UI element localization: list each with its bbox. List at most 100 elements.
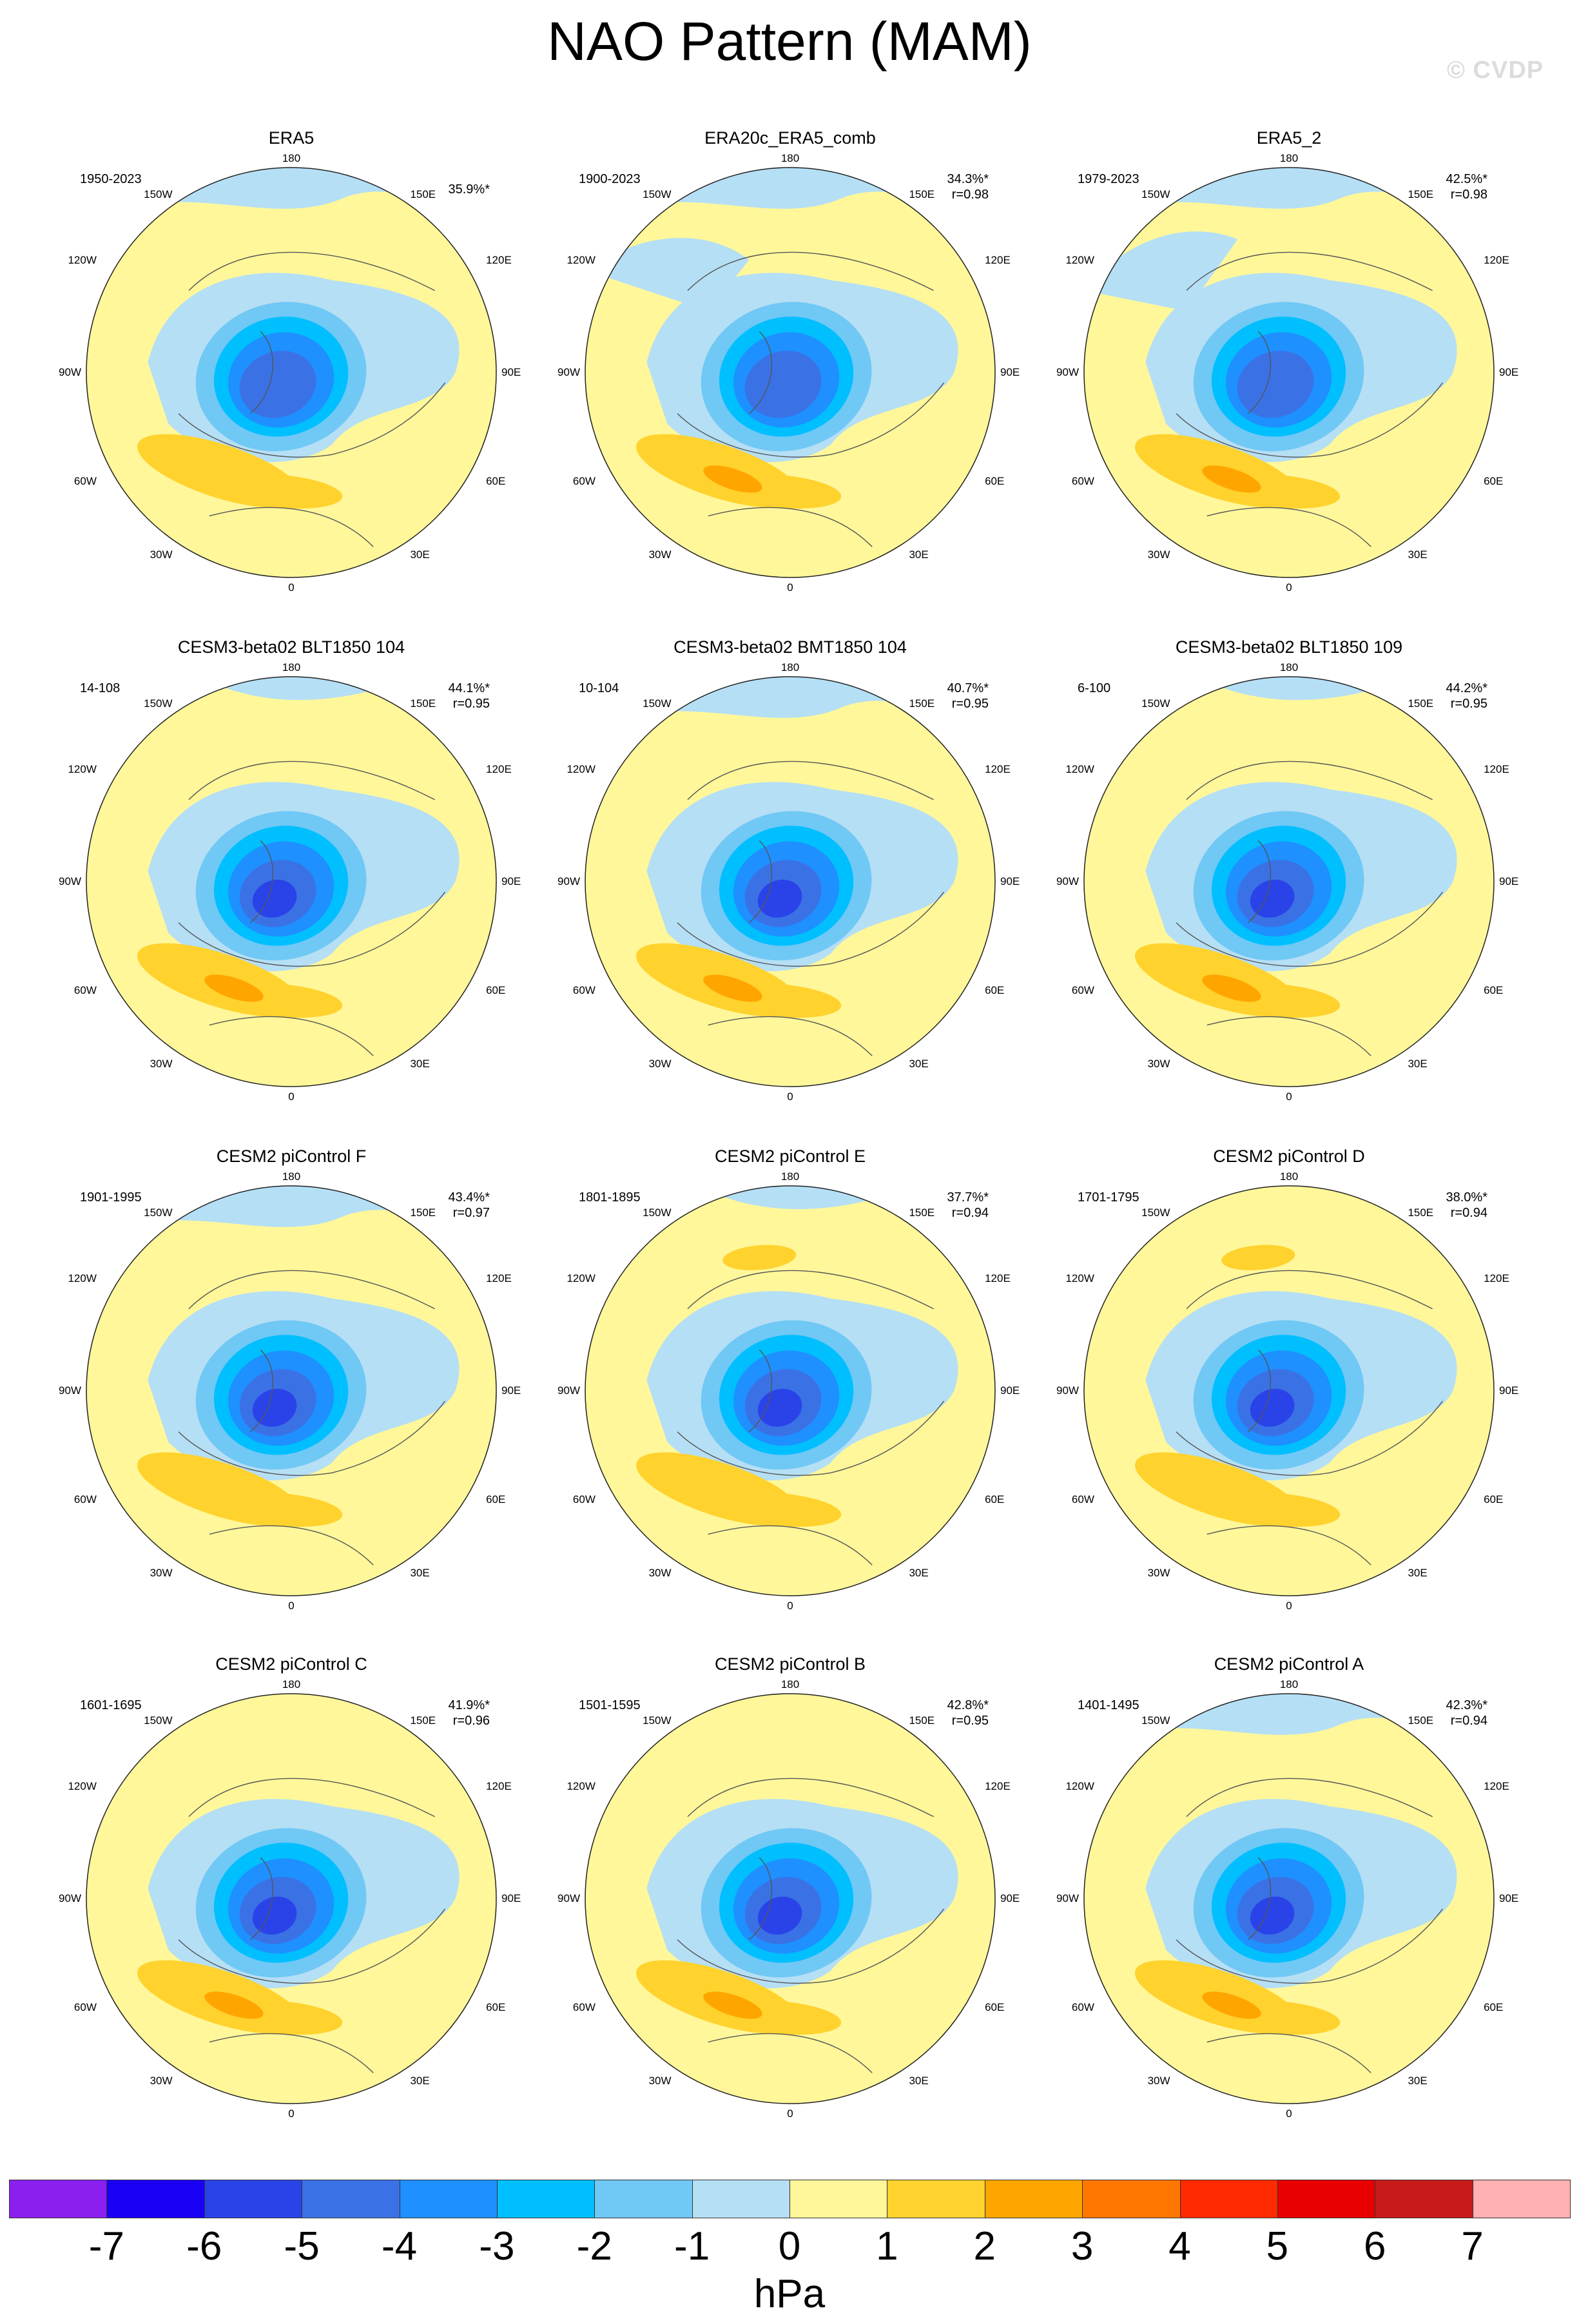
longitude-label: 180 — [282, 152, 301, 164]
longitude-label: 30W — [1147, 548, 1170, 561]
panel-title: CESM3-beta02 BLT1850 104 — [177, 637, 405, 657]
panel-variance: 35.9%* — [448, 182, 490, 197]
panel-title: ERA5 — [268, 128, 315, 148]
longitude-label: 120W — [68, 1779, 97, 1792]
longitude-label: 180 — [282, 661, 301, 673]
colorbar-swatch — [399, 2180, 498, 2218]
longitude-label: 30E — [410, 1567, 430, 1580]
coastline — [1206, 1525, 1371, 1565]
positive-anomaly-region — [1221, 1244, 1295, 1270]
panel-years: 1501-1595 — [579, 1698, 641, 1712]
longitude-label: 120E — [486, 1272, 512, 1284]
longitude-label: 30W — [648, 548, 672, 561]
longitude-label: 120W — [567, 253, 596, 266]
positive-anomaly-core — [1202, 1991, 1261, 2019]
longitude-label: 60W — [572, 2001, 596, 2013]
longitude-label: 120W — [567, 1272, 596, 1284]
panel-title: CESM2 piControl F — [216, 1147, 367, 1166]
negative-anomaly-core — [252, 1388, 297, 1427]
map-border — [1083, 676, 1495, 1087]
coastline — [708, 1016, 873, 1056]
longitude-label: 90E — [501, 875, 521, 887]
map-border — [1083, 1185, 1495, 1596]
longitude-label: 90W — [1056, 1384, 1079, 1397]
panel-correlation: r=0.95 — [951, 697, 989, 711]
panel-variance: 44.1%* — [448, 681, 490, 695]
longitude-label: 150E — [909, 188, 935, 200]
colorbar-tick-label: 7 — [1461, 2224, 1484, 2269]
coastline — [677, 891, 945, 967]
longitude-label: 120W — [68, 253, 97, 266]
longitude-label: 90E — [1499, 875, 1519, 887]
coastline — [687, 251, 934, 291]
longitude-label: 90E — [1000, 366, 1020, 378]
longitude-label: 150E — [1408, 1714, 1434, 1727]
panel-years: 1701-1795 — [1078, 1190, 1139, 1205]
longitude-label: 30W — [150, 1058, 173, 1070]
negative-anomaly-core — [1250, 879, 1295, 918]
panel-years: 1950-2023 — [80, 172, 142, 186]
colorbar-unit-label: hPa — [753, 2272, 826, 2316]
longitude-label: 120W — [567, 762, 596, 775]
longitude-label: 0 — [1286, 1600, 1292, 1612]
coastline — [188, 1777, 435, 1817]
longitude-label: 0 — [787, 2107, 793, 2120]
longitude-label: 150E — [1408, 1206, 1434, 1219]
longitude-label: 30W — [648, 1058, 672, 1070]
longitude-label: 120W — [1065, 1779, 1094, 1792]
longitude-label: 0 — [288, 1600, 295, 1612]
longitude-label: 120W — [68, 1272, 97, 1284]
longitude-label: 0 — [288, 1090, 295, 1103]
coastline — [677, 1400, 945, 1477]
longitude-label: 30E — [909, 1058, 929, 1070]
longitude-label: 30E — [410, 1058, 430, 1070]
coastline — [1186, 251, 1433, 291]
figure-title: NAO Pattern (MAM) — [547, 11, 1032, 72]
coastline — [748, 1349, 773, 1433]
longitude-label: 150W — [1141, 1206, 1170, 1219]
longitude-label: 120E — [985, 253, 1011, 266]
panel-variance: 42.5%* — [1446, 172, 1488, 186]
longitude-label: 30W — [648, 2075, 672, 2087]
coastline — [1176, 891, 1444, 967]
map-border — [585, 167, 996, 578]
negative-anomaly-ring — [1237, 351, 1314, 418]
longitude-label: 60E — [486, 475, 506, 487]
panel-variance: 43.4%* — [448, 1190, 490, 1205]
longitude-label: 180 — [780, 152, 800, 164]
colorbar-tick-label: -6 — [186, 2224, 222, 2269]
longitude-label: 90E — [501, 366, 521, 378]
longitude-label: 60W — [1071, 2001, 1094, 2013]
longitude-label: 90E — [501, 1892, 521, 1904]
longitude-label: 30E — [909, 548, 929, 561]
panel-correlation: r=0.98 — [1450, 188, 1487, 202]
coastline — [1176, 1400, 1444, 1477]
longitude-label: 30E — [1408, 548, 1428, 561]
coastline — [188, 760, 435, 800]
panel-correlation: r=0.94 — [1450, 1714, 1487, 1728]
longitude-label: 120E — [486, 1779, 512, 1792]
colorbar-swatch — [204, 2180, 303, 2218]
map-border — [1083, 1693, 1495, 2104]
negative-anomaly-core — [757, 879, 802, 918]
polar-map — [1083, 1693, 1495, 2104]
longitude-label: 30W — [150, 1567, 173, 1580]
colorbar-swatch — [1179, 2180, 1278, 2218]
colorbar-tick-label: -1 — [674, 2224, 710, 2269]
panel-correlation: r=0.97 — [452, 1206, 490, 1220]
coastline — [748, 331, 773, 414]
longitude-label: 90W — [557, 1892, 580, 1904]
longitude-label: 60W — [1071, 1493, 1094, 1506]
panel-correlation: r=0.94 — [951, 1206, 989, 1220]
panel-title: CESM2 piControl B — [714, 1654, 866, 1674]
longitude-label: 150W — [1141, 697, 1170, 710]
panel-correlation: r=0.94 — [1450, 1206, 1487, 1220]
panel-variance: 41.9%* — [448, 1698, 490, 1712]
coastline — [687, 760, 934, 800]
coastline — [1176, 1908, 1444, 1984]
longitude-label: 60E — [1484, 1493, 1504, 1506]
longitude-label: 0 — [288, 581, 295, 594]
panel-years: 1979-2023 — [1078, 172, 1139, 186]
coastline — [1186, 1777, 1433, 1817]
coastline — [748, 840, 773, 924]
